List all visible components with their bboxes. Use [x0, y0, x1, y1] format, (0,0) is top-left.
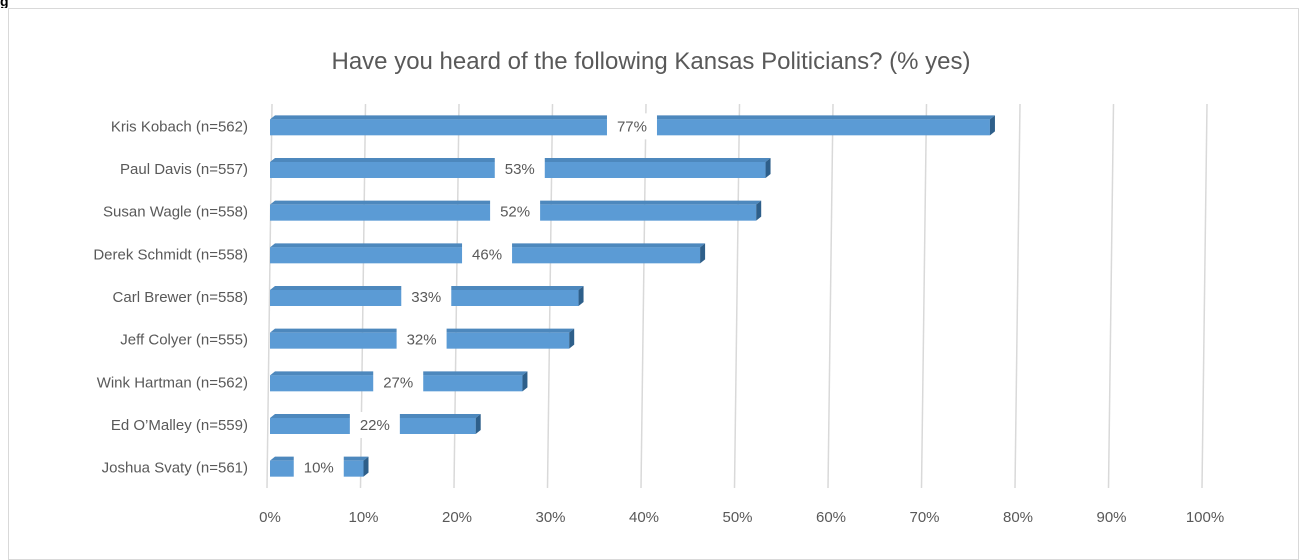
- category-label: Paul Davis (n=557): [120, 161, 248, 178]
- bar-end-face: [522, 371, 528, 392]
- data-label-background: [462, 241, 513, 268]
- bar-end-face: [765, 158, 771, 178]
- data-label-background: [494, 156, 545, 182]
- gridline: [827, 103, 834, 489]
- gridline: [1107, 103, 1115, 489]
- data-label: 27%: [383, 374, 413, 391]
- bar-end-face: [475, 414, 481, 434]
- category-label: Jeff Colyer (n=555): [120, 332, 248, 349]
- data-label: 32%: [407, 332, 437, 349]
- data-label-background: [401, 284, 452, 310]
- bar-end-face: [756, 200, 762, 221]
- x-tick-label: 50%: [722, 509, 752, 526]
- x-tick-label: 70%: [909, 509, 939, 526]
- data-label: 77%: [617, 118, 647, 135]
- bar-end-face: [569, 328, 575, 349]
- data-label: 52%: [500, 204, 530, 221]
- x-tick-label: 40%: [629, 509, 659, 526]
- x-tick-label: 90%: [1096, 509, 1126, 526]
- data-label: 53%: [505, 161, 535, 178]
- category-label: Wink Hartman (n=562): [97, 374, 248, 391]
- category-label: Carl Brewer (n=558): [113, 289, 248, 306]
- gridline: [920, 103, 928, 489]
- x-tick-label: 60%: [816, 509, 846, 526]
- x-tick-label: 20%: [442, 509, 472, 526]
- category-label: Joshua Svaty (n=561): [102, 460, 248, 477]
- bar-end-face: [989, 115, 995, 136]
- data-label-background: [606, 113, 657, 140]
- category-label: Susan Wagle (n=558): [103, 204, 248, 221]
- data-label: 46%: [472, 246, 502, 263]
- data-label: 33%: [411, 289, 441, 306]
- data-label-background: [373, 369, 424, 396]
- gridline: [1014, 103, 1021, 489]
- gridline: [1201, 103, 1208, 489]
- x-tick-label: 30%: [535, 509, 565, 526]
- chart-title: Have you heard of the following Kansas P…: [331, 48, 971, 75]
- category-label: Derek Schmidt (n=558): [93, 246, 248, 263]
- x-tick-label: 0%: [259, 509, 281, 526]
- bar-chart: 0% 10% 20% 30% 40% 50% 60% 70% 80% 90% 100% Kris Ko…: [93, 103, 1224, 526]
- chart-frame: [8, 8, 1299, 560]
- x-tick-label: 80%: [1003, 509, 1033, 526]
- x-tick-label: 100%: [1186, 509, 1224, 526]
- bar-end-face: [700, 243, 706, 264]
- cropped-heading-fragment: g: [0, 0, 9, 8]
- data-label-background: [490, 198, 541, 225]
- x-tick-label: 10%: [348, 509, 378, 526]
- category-label: Kris Kobach (n=562): [111, 118, 248, 135]
- bar-end-face: [578, 286, 584, 306]
- data-label-background: [349, 412, 400, 438]
- data-label: 10%: [304, 460, 334, 477]
- data-label-background: [293, 454, 344, 481]
- bar-end-face: [363, 456, 369, 477]
- data-label: 22%: [360, 417, 390, 434]
- data-label-background: [396, 326, 447, 353]
- category-label: Ed O’Malley (n=559): [111, 417, 248, 434]
